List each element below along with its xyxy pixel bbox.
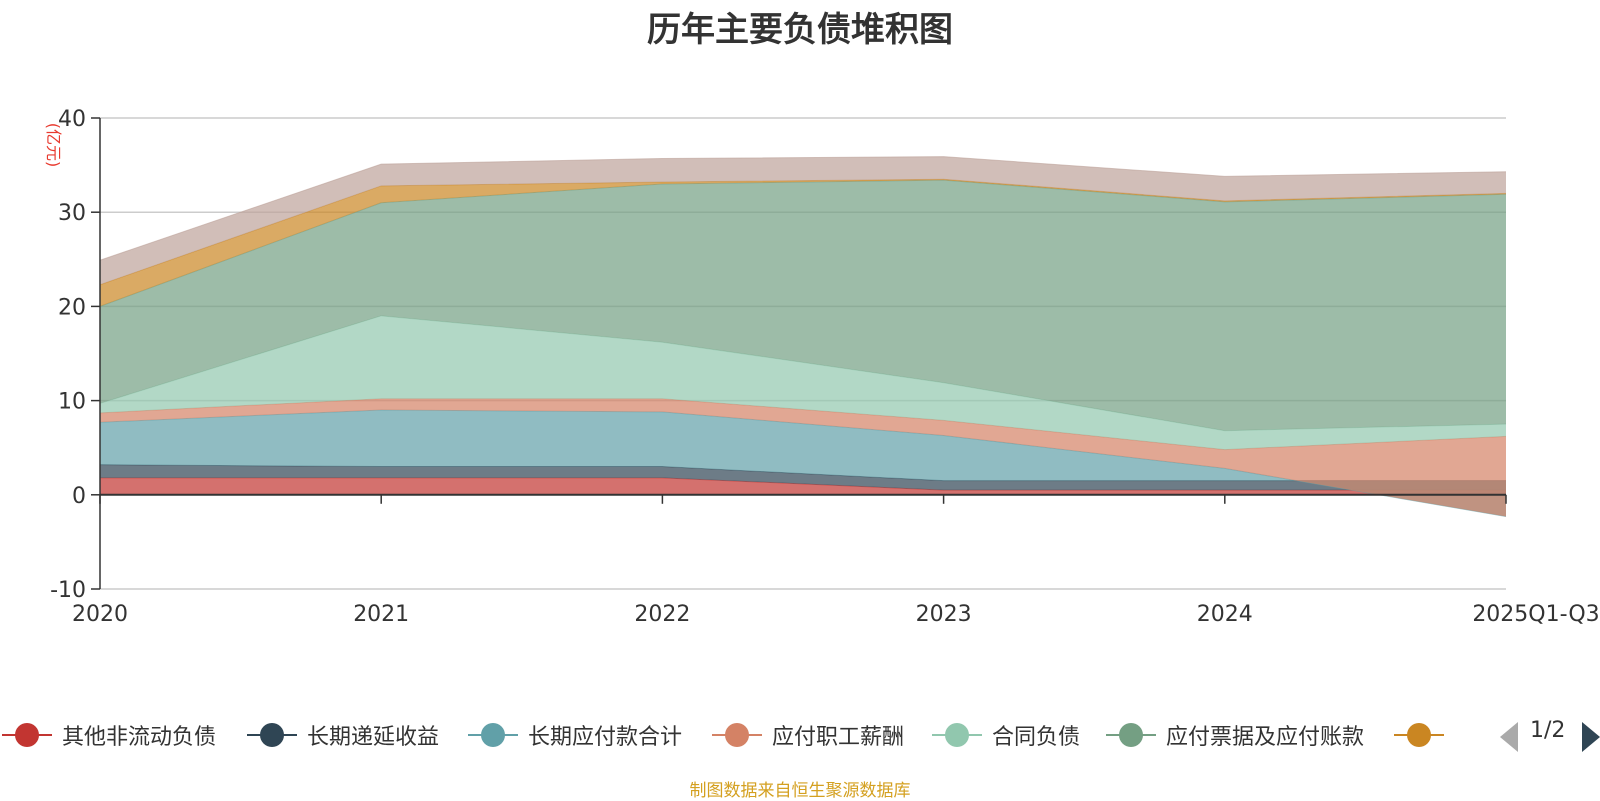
- legend-prev-page-icon[interactable]: [1500, 722, 1518, 752]
- legend-pager: 1/2: [1500, 718, 1600, 752]
- legend-item[interactable]: 应付票据及应付账款: [1106, 720, 1364, 750]
- legend-swatch-icon: [2, 720, 52, 750]
- legend-label: 应付职工薪酬: [772, 725, 905, 750]
- axis-layer: -10 0 10 20 30 40 2020 2021 2022 2023 2024 2025Q1-Q…: [50, 107, 1600, 627]
- legend-item[interactable]: 长期应付款合计: [468, 720, 682, 750]
- legend-swatch-icon: [247, 720, 297, 750]
- legend-item[interactable]: 应付职工薪酬: [712, 720, 904, 750]
- y-tick-label: 10: [58, 390, 86, 415]
- y-tick-label: -10: [50, 578, 86, 603]
- area-series-edge-8: [99, 156, 1507, 261]
- legend-swatch-icon: [712, 720, 762, 750]
- source-note: 制图数据来自恒生聚源数据库: [689, 781, 911, 801]
- x-tick-label: 2022: [634, 602, 690, 627]
- x-tick-label: 2020: [72, 602, 128, 627]
- x-tick-label: 2023: [916, 602, 972, 627]
- y-tick-label: 30: [58, 201, 86, 226]
- y-tick-label: 20: [58, 295, 86, 320]
- area-series-5[interactable]: [100, 315, 1506, 450]
- x-tick-label: 2021: [353, 602, 409, 627]
- x-tick-label: 2024: [1197, 602, 1253, 627]
- area-series-4[interactable]: [100, 398, 1506, 517]
- legend-label: 长期应付款合计: [528, 725, 683, 750]
- area-series-8[interactable]: [100, 156, 1506, 285]
- legend-item[interactable]: 其他非流动负债: [2, 720, 216, 750]
- x-tick-label: 2025Q1-Q3: [1472, 602, 1599, 627]
- area-series-2[interactable]: [100, 464, 1506, 491]
- y-tick-label: 40: [58, 107, 86, 132]
- legend-page-indicator: 1/2: [1530, 718, 1566, 743]
- legend-item[interactable]: 合同负债: [932, 720, 1080, 750]
- legend-label: 长期递延收益: [307, 725, 440, 750]
- legend-swatch-icon: [1106, 720, 1156, 750]
- area-series-3[interactable]: [100, 410, 1506, 517]
- y-axis-unit-label: (亿元): [44, 123, 63, 168]
- legend-swatch-icon: [932, 720, 982, 750]
- legend-item[interactable]: 长期递延收益: [247, 720, 439, 750]
- chart-title: 历年主要负债堆积图: [647, 10, 953, 50]
- legend-label: 其他非流动负债: [62, 725, 217, 750]
- legend-swatch-icon: [468, 720, 518, 750]
- area-layer: [99, 156, 1507, 517]
- legend-swatch-icon: [1394, 720, 1444, 750]
- legend-label: 应付票据及应付账款: [1166, 725, 1365, 750]
- legend: 其他非流动负债 长期递延收益 长期应付款合计 应付职工薪酬 合同负债 应付票据及应付账款: [0, 720, 1600, 760]
- legend-item[interactable]: [1394, 720, 1454, 750]
- legend-next-page-icon[interactable]: [1582, 722, 1600, 752]
- area-series-6[interactable]: [100, 180, 1506, 431]
- legend-label: 合同负债: [992, 725, 1081, 750]
- y-tick-label: 0: [72, 484, 86, 509]
